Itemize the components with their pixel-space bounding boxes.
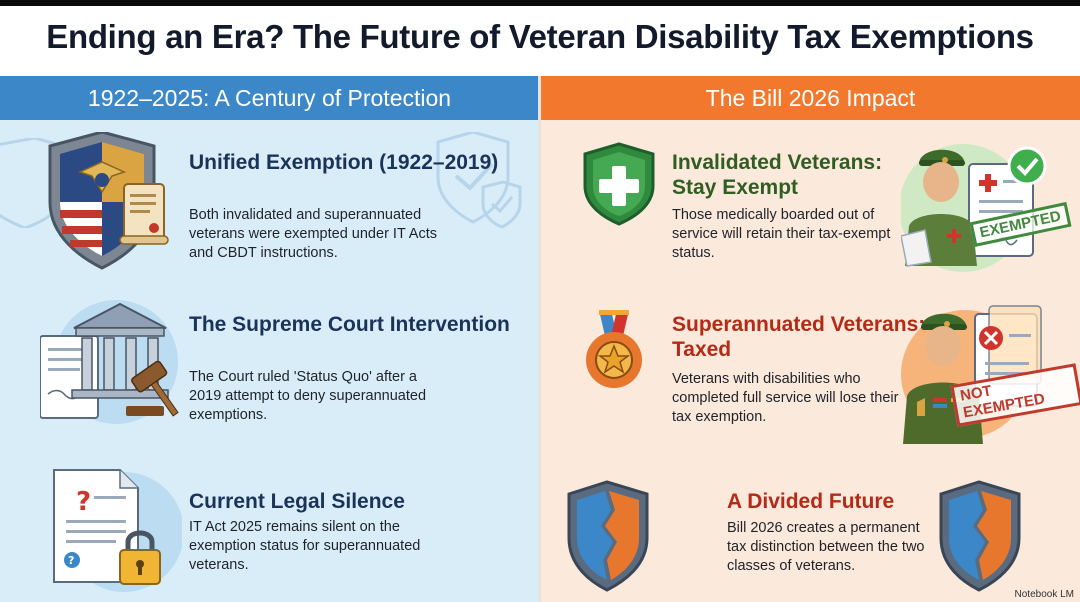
top-bar: [0, 0, 1080, 6]
right-column: The Bill 2026 Impact Invalidated Veteran…: [541, 76, 1080, 602]
invalidated-veterans-title: Invalidated Veterans: Stay Exempt: [672, 151, 883, 199]
right-header: The Bill 2026 Impact: [541, 76, 1080, 120]
unified-exemption-body: Both invalidated and superannuated veter…: [189, 207, 437, 261]
broken-shield-left-icon: [567, 480, 649, 592]
unified-exemption-title: Unified Exemption (1922–2019): [189, 151, 499, 174]
page-title: Ending an Era? The Future of Veteran Dis…: [46, 18, 1034, 55]
question-document-lock-icon: ? ?: [53, 469, 182, 592]
courthouse-gavel-icon: [40, 300, 179, 424]
left-column: 1922–2025: A Century of Protection: [0, 76, 539, 602]
svg-text:?: ?: [68, 554, 74, 567]
left-header: 1922–2025: A Century of Protection: [0, 76, 539, 120]
legal-silence-body: IT Act 2025 remains silent on the exempt…: [189, 519, 421, 573]
supreme-court-title: The Supreme Court Intervention: [189, 313, 510, 336]
credit-label: Notebook LM: [1014, 589, 1074, 600]
svg-text:?: ?: [76, 487, 91, 517]
superannuated-veterans-body: Veterans with disabilities who completed…: [672, 371, 899, 425]
green-cross-shield-icon: [583, 142, 655, 226]
faint-check-shield-icon: [436, 132, 522, 229]
shield-eagle-icon: [48, 132, 169, 270]
supreme-court-body: The Court ruled 'Status Quo' after a 201…: [189, 369, 427, 423]
legal-silence-title: Current Legal Silence: [189, 490, 405, 513]
divided-future-body: Bill 2026 creates a permanent tax distin…: [727, 520, 925, 574]
column-divider: [538, 76, 541, 602]
invalidated-veterans-body: Those medically boarded out of service w…: [672, 207, 891, 261]
superannuated-veterans-title: Superannuated Veterans: Taxed: [672, 313, 926, 361]
broken-shield-right-icon: [939, 480, 1021, 592]
medal-icon: [586, 310, 642, 388]
divided-future-title: A Divided Future: [727, 490, 895, 513]
